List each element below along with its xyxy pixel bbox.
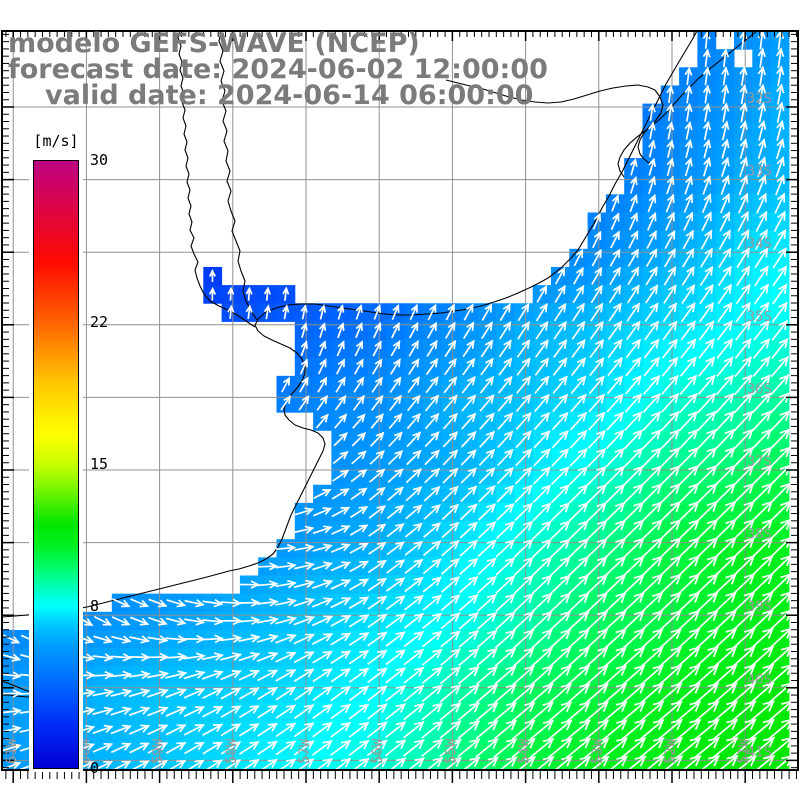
lon-axis-label: 61W <box>4 738 20 764</box>
model-title: modelo GEFS-WAVE (NCEP) <box>8 28 420 59</box>
lat-axis-label: 35S <box>747 309 772 325</box>
lon-axis-label: 58W <box>224 738 240 764</box>
lon-axis-label: 51W <box>736 738 752 764</box>
lat-axis-label: 40S <box>747 672 772 688</box>
forecast-date-line: forecast date: 2024-06-02 12:00:00 <box>8 54 548 85</box>
lon-axis-label: 56W <box>370 738 386 764</box>
axis-labels-layer: 61W 60W 59W 58W 57W 56W 55W 54W 53W 52W 51W32S33S3… <box>4 91 772 764</box>
lon-axis-label: 57W <box>297 738 313 764</box>
lat-axis-label: 33S <box>747 164 772 180</box>
colorbar-tick-label: 22 <box>90 313 109 332</box>
colorbar-tick-label: 15 <box>90 455 109 473</box>
colorbar-tick-label: 30 <box>90 151 109 169</box>
lon-axis-label: 54W <box>517 738 533 764</box>
lon-axis-label: 52W <box>663 738 679 764</box>
lat-axis-label: 34S <box>747 236 772 252</box>
colorbar-unit-label: [m/s] <box>33 132 79 150</box>
colorbar <box>29 155 83 772</box>
colorbar-tick-label: 8 <box>90 596 100 615</box>
wind-arrows-layer <box>2 31 794 770</box>
colorbar-gradient <box>33 160 79 769</box>
map-frame-layer <box>1 30 799 783</box>
lon-axis-label: 59W <box>151 738 167 764</box>
coastline-layer <box>2 31 758 698</box>
lat-axis-label: 32S <box>747 91 772 107</box>
valid-date-line: valid date: 2024-06-14 06:00:00 <box>45 80 534 111</box>
lon-axis-label: 55W <box>443 738 459 764</box>
lat-axis-label: 41S <box>747 744 772 760</box>
lat-axis-label: 36S <box>747 381 772 397</box>
lat-axis-label: 39S <box>747 599 772 615</box>
lat-axis-label: 37S <box>747 454 772 470</box>
colorbar-tick-label: 0 <box>90 759 100 777</box>
lat-axis-label: 38S <box>747 527 772 543</box>
lon-axis-label: 53W <box>590 738 606 764</box>
